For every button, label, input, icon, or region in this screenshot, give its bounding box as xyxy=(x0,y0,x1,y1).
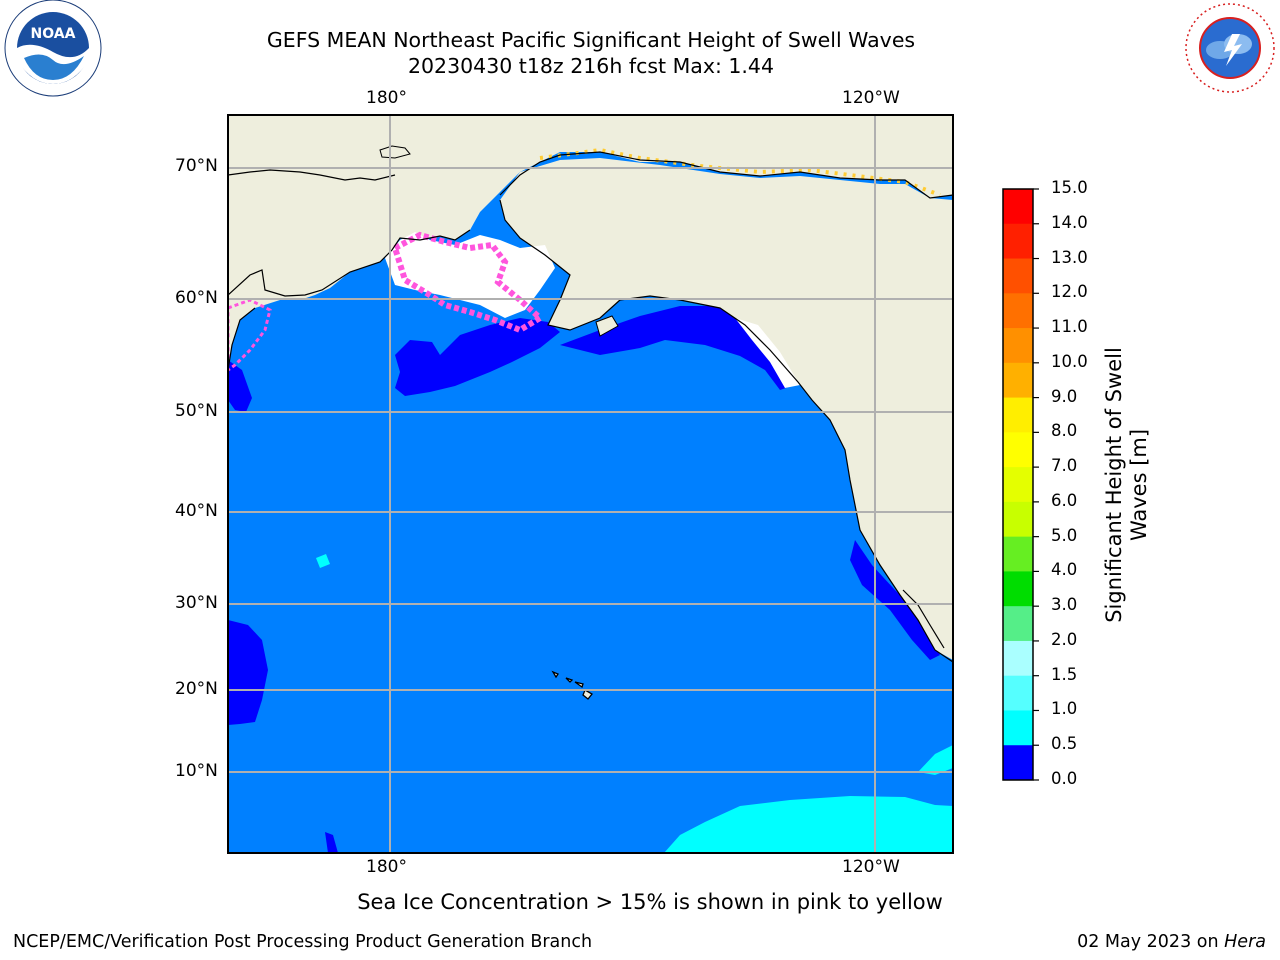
ice-gulf-coast xyxy=(735,318,800,388)
sea-ice-edge-west xyxy=(228,298,272,372)
swell-1-0-1-5m-region xyxy=(664,796,953,853)
swell-1-0-1-5m-spot xyxy=(316,554,330,568)
colorbar-box xyxy=(1003,293,1033,329)
colorbar-tick-label: 11.0 xyxy=(1051,317,1088,337)
colorbar-box xyxy=(1003,536,1033,572)
colorbar-tick-label: 0.5 xyxy=(1051,734,1078,754)
chart-subtitle: 20230430 t18z 216h fcst Max: 1.44 xyxy=(407,54,775,78)
lon-label-180-top: 180° xyxy=(366,88,407,108)
credit-branch: NCEP/EMC/Verification Post Processing Pr… xyxy=(13,932,593,952)
chart-title: GEFS MEAN Northeast Pacific Significant … xyxy=(266,28,916,52)
lat-label-70n: 70°N xyxy=(175,156,218,176)
colorbar-box xyxy=(1003,710,1033,746)
colorbar-tick-label: 7.0 xyxy=(1051,456,1078,476)
colorbar-frame xyxy=(1002,188,1034,781)
colorbar-box xyxy=(1003,397,1033,433)
colorbar xyxy=(1003,188,1039,781)
colorbar-tick-label: 5.0 xyxy=(1051,525,1078,545)
lon-label-180-bottom: 180° xyxy=(366,857,407,877)
graticule xyxy=(228,115,953,853)
lat-label-30n: 30°N xyxy=(175,593,218,613)
lat-label-50n: 50°N xyxy=(175,401,218,421)
colorbar-tick-label: 2.0 xyxy=(1051,629,1078,649)
colorbar-tick-label: 8.0 xyxy=(1051,421,1078,441)
map-frame xyxy=(227,114,954,854)
colorbar-box xyxy=(1003,467,1033,503)
wrangel-island xyxy=(379,145,411,159)
lat-label-60n: 60°N xyxy=(175,288,218,308)
colorbar-tick-label: 6.0 xyxy=(1051,490,1078,510)
kodiak-island xyxy=(595,315,619,337)
colorbar-tick-label: 0.0 xyxy=(1051,769,1078,788)
credit-host: Hera xyxy=(1224,932,1266,952)
lon-label-120w-top: 120°W xyxy=(842,88,900,108)
colorbar-box xyxy=(1003,675,1033,711)
credit-date-text: 02 May 2023 on xyxy=(1077,932,1225,952)
lat-label-40n: 40°N xyxy=(175,501,218,521)
sea-ice-note: Sea Ice Concentration > 15% is shown in … xyxy=(357,890,943,914)
colorbar-tick-label: 1.0 xyxy=(1051,699,1078,719)
swell-0-0-5m-west xyxy=(228,620,268,725)
colorbar-box xyxy=(1003,745,1033,781)
nws-logo-icon xyxy=(1184,2,1276,94)
lat-label-20n: 20°N xyxy=(175,679,218,699)
colorbar-label-line2: Waves [m] xyxy=(1127,428,1151,542)
coastline-baja xyxy=(902,589,945,649)
lat-label-10n: 10°N xyxy=(175,761,218,781)
colorbar-label-line1: Significant Height of Swell xyxy=(1102,347,1126,623)
sea-ice-edge-arctic xyxy=(539,147,941,197)
coastline-siberia-north xyxy=(228,169,396,181)
colorbar-box xyxy=(1003,501,1033,538)
swell-0-0-5m-south xyxy=(325,832,338,853)
land-siberia-north xyxy=(228,115,400,180)
colorbar-box xyxy=(1003,606,1033,642)
coastline-alaska-canada-us xyxy=(499,199,953,663)
colorbar-tick-label: 1.5 xyxy=(1051,664,1078,684)
colorbar-box xyxy=(1003,362,1033,399)
credit-date: 02 May 2023 on Hera xyxy=(1077,932,1266,952)
land-north xyxy=(228,115,953,370)
colorbar-tick-label: 3.0 xyxy=(1051,595,1078,615)
colorbar-tick-label: 15.0 xyxy=(1051,178,1088,197)
colorbar-tick-label: 10.0 xyxy=(1051,351,1088,371)
land-arctic-island xyxy=(828,115,880,160)
colorbar-box xyxy=(1003,571,1033,607)
swell-0-0-5m-kamchatka xyxy=(228,360,252,412)
colorbar-box xyxy=(1003,189,1033,225)
colorbar-box xyxy=(1003,258,1033,294)
sea-ice-bering xyxy=(385,232,555,318)
colorbar-box xyxy=(1003,328,1033,364)
lon-label-120w-bottom: 120°W xyxy=(842,857,900,877)
coastline-kamchatka xyxy=(228,307,256,371)
noaa-logo-icon: NOAA xyxy=(4,0,102,97)
colorbar-label: Significant Height of Swell Waves [m] xyxy=(1102,347,1152,623)
coastline-arctic-alaska xyxy=(499,151,953,199)
swell-0-0-5m-california xyxy=(850,540,940,660)
colorbar-box xyxy=(1003,223,1033,260)
hawaii-islands xyxy=(551,670,593,700)
colorbar-tick-label: 9.0 xyxy=(1051,386,1078,406)
swell-1-0-1-5m-patch xyxy=(918,745,953,775)
land-alaska-canada xyxy=(500,158,953,660)
colorbar-tick-label: 4.0 xyxy=(1051,560,1078,580)
swell-0-0-5m-gulf-alaska xyxy=(560,306,795,390)
colorbar-box xyxy=(1003,432,1033,468)
colorbar-tick-label: 12.0 xyxy=(1051,282,1088,302)
swell-0-0-5m-bering xyxy=(395,318,560,396)
noaa-logo-text: NOAA xyxy=(31,26,76,42)
colorbar-box xyxy=(1003,640,1033,677)
colorbar-tick-label: 14.0 xyxy=(1051,212,1088,232)
coastline-chukotka xyxy=(228,229,471,297)
colorbar-tick-label: 13.0 xyxy=(1051,247,1088,267)
